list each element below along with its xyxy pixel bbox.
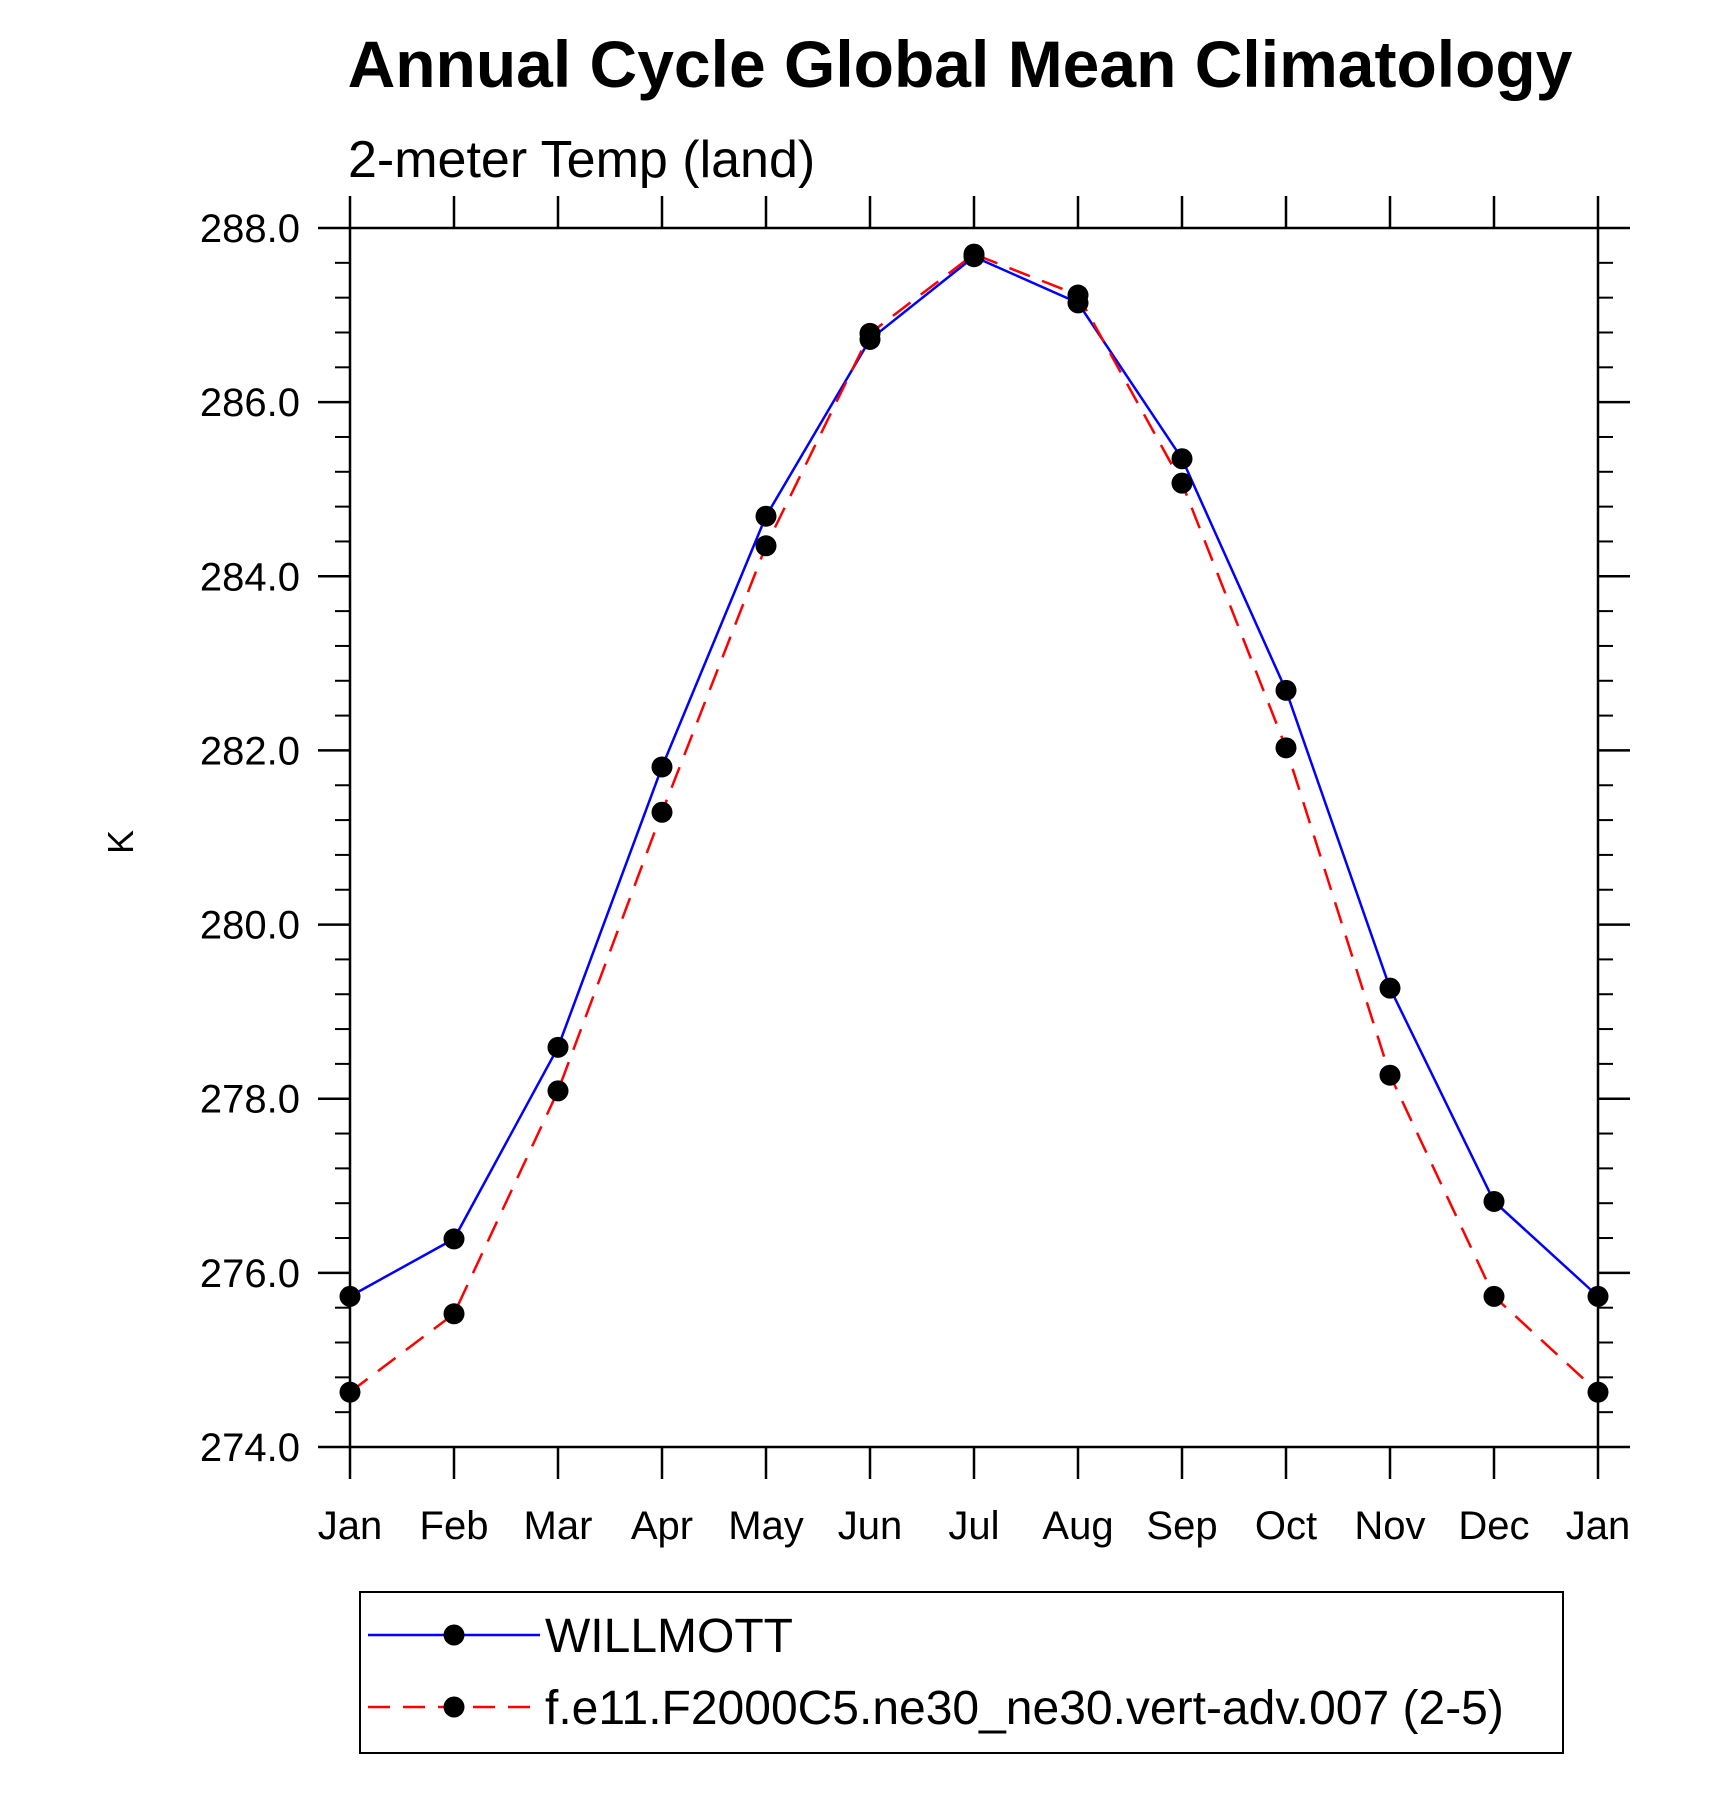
- chart-subtitle: 2-meter Temp (land): [348, 131, 815, 189]
- legend-box: [359, 1591, 1564, 1754]
- series-2-point: [1171, 472, 1193, 494]
- y-tick-label: 276.0: [200, 1252, 300, 1296]
- series-2-point: [859, 322, 881, 344]
- series-line-1: [349, 255, 1599, 1298]
- x-tick-label: Nov: [1354, 1504, 1425, 1548]
- legend-marker-1: [443, 1624, 465, 1646]
- x-tick-label: Jan: [318, 1504, 383, 1548]
- y-tick-label: 284.0: [200, 555, 300, 599]
- plot-frame: [348, 226, 1600, 1449]
- series-1-point: [443, 1228, 465, 1250]
- series-2-point: [1067, 284, 1089, 306]
- series-2-point: [443, 1303, 465, 1325]
- x-tick-label: May: [728, 1504, 804, 1548]
- series-1-point: [1379, 977, 1401, 999]
- legend-label-1: WILLMOTT: [545, 1610, 793, 1663]
- y-axis-label: K: [100, 830, 141, 854]
- x-tick-label: Apr: [631, 1504, 693, 1548]
- series-2-point: [1275, 737, 1297, 759]
- series-2-point: [963, 243, 985, 265]
- series-2-point: [547, 1080, 569, 1102]
- x-axis: Jan Feb Mar Apr May Jun Jul Aug Sep Oct Nov Dec Jan: [318, 196, 1631, 1548]
- series-2-point: [755, 535, 777, 557]
- series-1-point: [1587, 1285, 1609, 1307]
- series-1-point: [755, 505, 777, 527]
- y-tick-label: 278.0: [200, 1078, 300, 1122]
- x-tick-label: Sep: [1146, 1504, 1217, 1548]
- y-tick-label: 286.0: [200, 381, 300, 425]
- series-2-point: [339, 1381, 361, 1403]
- y-tick-label: 282.0: [200, 729, 300, 773]
- x-tick-label: Jul: [948, 1504, 999, 1548]
- x-tick-label: Oct: [1255, 1504, 1317, 1548]
- x-tick-label: Feb: [420, 1504, 489, 1548]
- legend-marker-2: [443, 1696, 465, 1718]
- series-1-point: [1275, 679, 1297, 701]
- y-tick-label: 280.0: [200, 904, 300, 948]
- y-tick-label: 274.0: [200, 1426, 300, 1470]
- series-line-2: [349, 252, 1599, 1394]
- series-1-point: [547, 1036, 569, 1058]
- series-1-point: [1483, 1190, 1505, 1212]
- series-2-point: [1483, 1285, 1505, 1307]
- x-tick-label: Dec: [1458, 1504, 1529, 1548]
- x-tick-label: Jun: [838, 1504, 903, 1548]
- series-2-point: [1379, 1064, 1401, 1086]
- y-axis: 274.0 276.0 278.0 280.0 282.0 284.0 286.0 288.0: [200, 207, 1630, 1470]
- x-tick-label: Jan: [1566, 1504, 1631, 1548]
- legend-label-2: f.e11.F2000C5.ne30_ne30.vert-adv.007 (2-…: [545, 1682, 1504, 1735]
- series-2-point: [1587, 1381, 1609, 1403]
- series-1-point: [1171, 448, 1193, 470]
- y-tick-label: 288.0: [200, 207, 300, 251]
- series-1-point: [339, 1285, 361, 1307]
- legend: WILLMOTT f.e11.F2000C5.ne30_ne30.vert-adv…: [359, 1591, 1564, 1754]
- series-layer: [339, 243, 1609, 1403]
- series-1-point: [651, 756, 673, 778]
- chart-title: Annual Cycle Global Mean Climatology: [348, 27, 1573, 101]
- x-tick-label: Mar: [524, 1504, 593, 1548]
- plot-border: [348, 226, 1600, 1449]
- x-tick-label: Aug: [1042, 1504, 1113, 1548]
- series-2-point: [651, 801, 673, 823]
